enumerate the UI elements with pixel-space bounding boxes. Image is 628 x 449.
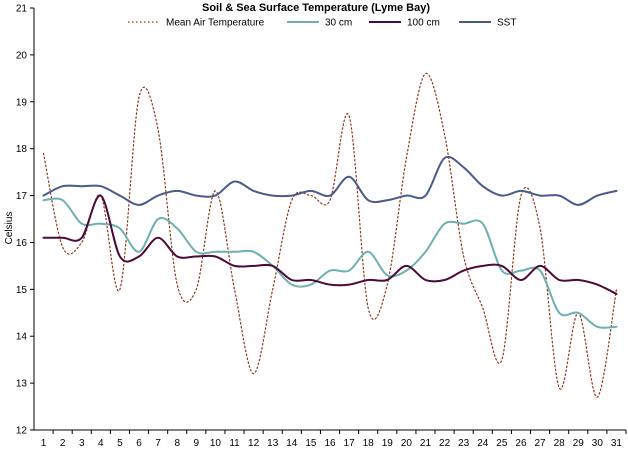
- x-tick-label: 29: [573, 438, 585, 449]
- x-tick-label: 24: [477, 438, 489, 449]
- x-tick-label: 15: [305, 438, 317, 449]
- x-tick-label: 5: [117, 438, 123, 449]
- x-tick-label: 27: [535, 438, 547, 449]
- x-tick-label: 13: [267, 438, 279, 449]
- x-tick-label: 2: [60, 438, 66, 449]
- x-tick-label: 16: [324, 438, 336, 449]
- chart-title: Soil & Sea Surface Temperature (Lyme Bay…: [202, 2, 430, 14]
- y-tick-label: 13: [16, 379, 28, 390]
- y-tick-label: 12: [16, 426, 28, 437]
- x-tick-label: 3: [79, 438, 85, 449]
- x-tick-label: 19: [382, 438, 394, 449]
- y-tick-label: 14: [16, 332, 28, 343]
- x-tick-label: 28: [554, 438, 566, 449]
- x-tick-label: 1: [41, 438, 47, 449]
- x-tick-label: 8: [174, 438, 180, 449]
- x-tick-label: 12: [248, 438, 260, 449]
- x-tick-label: 11: [229, 438, 240, 449]
- x-tick-labels: 1 2 3 4 5 6 7 8 9 10 11 12 13 14 15 16 17 18 19 20 21 22 23 24 2…: [41, 438, 623, 449]
- x-tick-label: 4: [98, 438, 104, 449]
- x-tick-label: 21: [420, 438, 432, 449]
- x-tick-label: 18: [363, 438, 375, 449]
- x-tick-label: 30: [592, 438, 604, 449]
- x-tick-label: 25: [496, 438, 508, 449]
- y-tick-label: 21: [16, 4, 28, 15]
- y-tick-label: 18: [16, 144, 28, 155]
- x-tick-label: 20: [401, 438, 413, 449]
- series-line-sst: [42, 155, 618, 206]
- series-line-100-cm: [42, 194, 618, 295]
- legend-label: 100 cm: [407, 18, 440, 29]
- x-tick-label: 10: [210, 438, 222, 449]
- x-tick-label: 23: [458, 438, 470, 449]
- x-tick-label: 22: [439, 438, 451, 449]
- legend-label: SST: [497, 18, 516, 29]
- y-axis-label: Celsius: [4, 212, 15, 245]
- series-lines: [42, 72, 618, 398]
- series-line-mean-air-temperature: [42, 72, 618, 398]
- legend-label: 30 cm: [325, 18, 352, 29]
- y-tick-label: 16: [16, 238, 28, 249]
- x-tick-label: 17: [344, 438, 356, 449]
- legend-label: Mean Air Temperature: [166, 18, 265, 29]
- y-tick-labels: 12 13 14 15 16 17 18 19 20 21: [16, 4, 28, 437]
- series-line-30-cm: [42, 197, 618, 329]
- y-tick-label: 19: [16, 97, 28, 108]
- x-tick-label: 7: [155, 438, 161, 449]
- y-tick-label: 15: [16, 285, 28, 296]
- axes: [30, 7, 627, 434]
- x-tick-label: 31: [611, 438, 623, 449]
- x-tick-label: 26: [515, 438, 527, 449]
- legend: Mean Air Temperature 30 cm 100 cm SST: [128, 18, 516, 29]
- x-tick-label: 9: [194, 438, 200, 449]
- y-tick-label: 17: [16, 191, 28, 202]
- y-tick-label: 20: [16, 50, 28, 61]
- x-tick-label: 6: [136, 438, 142, 449]
- x-tick-label: 14: [286, 438, 298, 449]
